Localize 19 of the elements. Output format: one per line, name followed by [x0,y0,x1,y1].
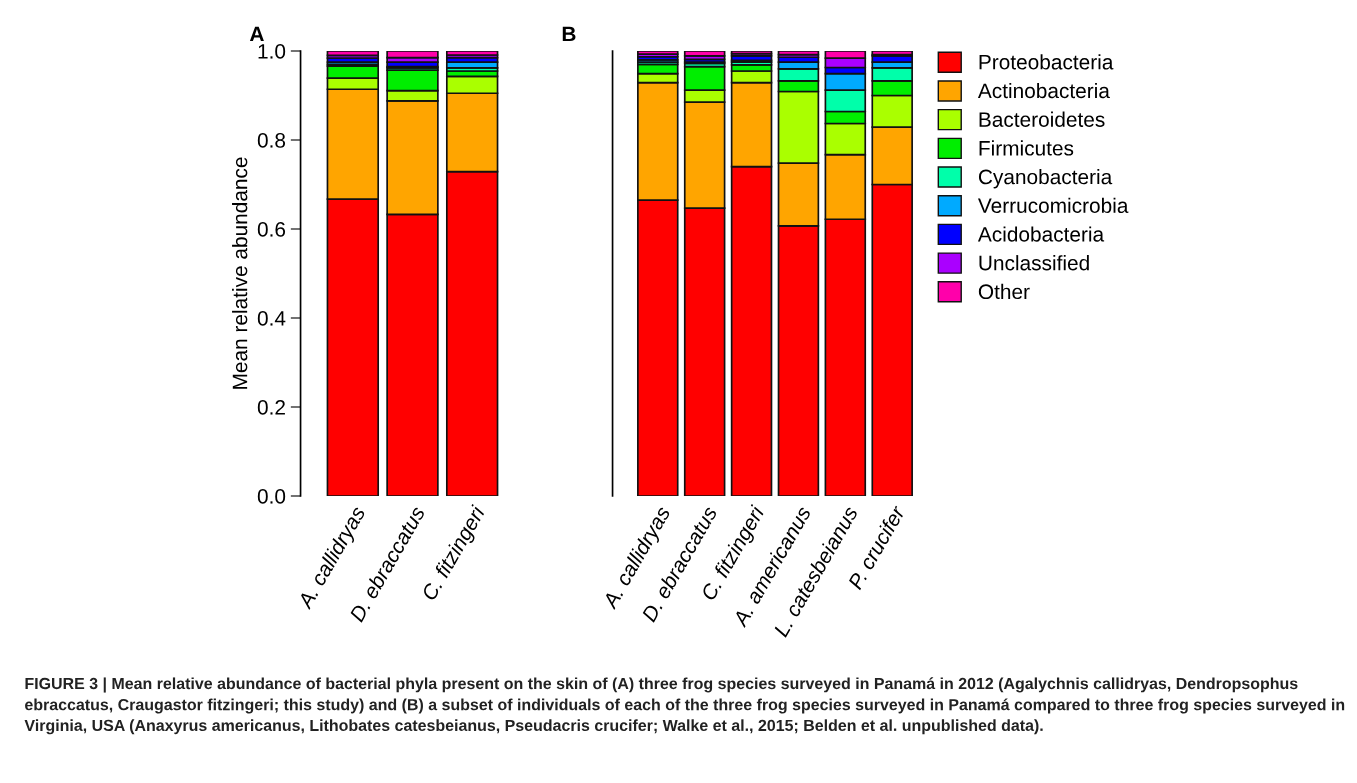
caption: FIGURE 3 | Mean relative abundance of bacterial phyla present on the skin of (A) three frog species surveyed in Panamá in 2012 (Agalychnis callidryas, Dendropsophus ebraccatus, Craugastor fitzingeri; this study) and (B) a subset of individuals of each of the three frog species surveyed in Panamá compared to three frog species surveyed in Virginia, USA (Anaxyrus americanus, Lithobates catesbeianus, Pseudacris crucifer; Walke et al., 2015; Belden et al. unpublished data). [24,677,1345,735]
legend-label: Proteobacteria [979,54,1114,70]
legend-label: Firmicutes [979,140,1074,156]
y-tick-label: 0.2 [257,400,285,415]
chart-title: A [249,26,264,42]
y-tick-label: 0.4 [257,311,286,326]
y-tick-label: 1.0 [258,44,286,59]
legend-label: Verrucomicrobia [977,197,1129,214]
legend-label: Bacteroidetes [979,111,1105,127]
chart-title: B [562,26,576,42]
legend-label: Actinobacteria [977,82,1110,99]
y-tick-label: 0.8 [257,133,286,148]
y-tick-label: 0.0 [257,489,286,504]
legend-label: Unclassified [979,255,1089,271]
legend-label: Other [978,283,1030,300]
y-tick-label: 0.6 [257,222,286,237]
legend-label: Cyanobacteria [978,169,1113,189]
y-axis-title: Mean relative abundance [232,157,248,389]
legend-label: Acidobacteria [977,226,1105,242]
